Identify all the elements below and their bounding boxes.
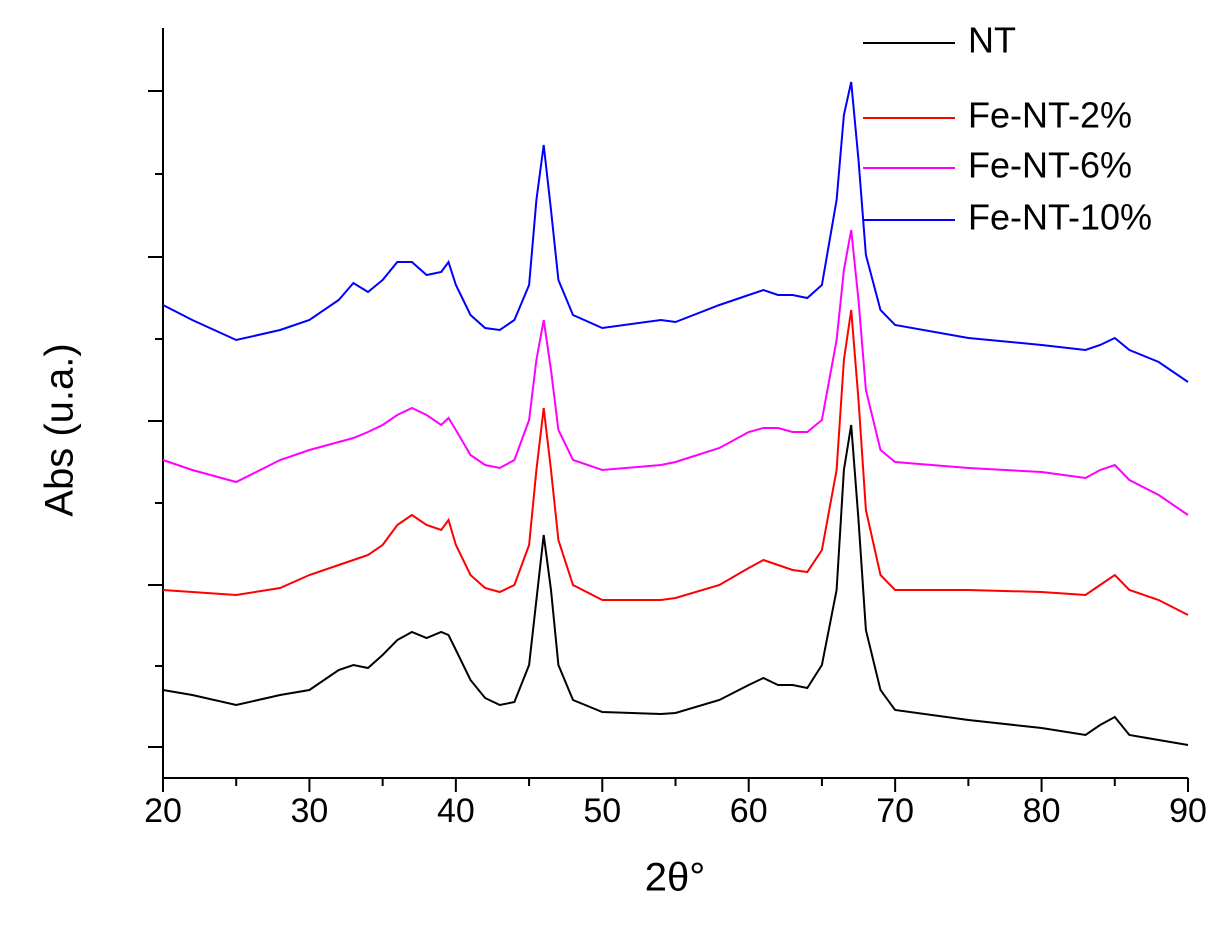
x-tick-label: 80 <box>1023 792 1061 830</box>
data-line <box>162 309 1189 616</box>
data-line <box>162 81 1189 383</box>
y-axis-title: Abs (u.a.) <box>38 343 82 516</box>
legend-label: Fe-NT-2% <box>968 95 1132 136</box>
x-tick-label: 50 <box>583 792 621 830</box>
legend-label: Fe-NT-6% <box>968 145 1132 186</box>
legend-label: NT <box>968 20 1016 61</box>
x-tick-label: 70 <box>876 792 914 830</box>
data-line <box>162 229 1189 516</box>
x-tick-label: 90 <box>1169 792 1207 830</box>
x-tick-label: 60 <box>730 792 768 830</box>
legend-label: Fe-NT-10% <box>968 197 1152 238</box>
x-tick-label: 20 <box>144 792 182 830</box>
x-axis-title: 2θ° <box>645 856 706 900</box>
x-tick-label: 40 <box>437 792 475 830</box>
x-tick-label: 30 <box>291 792 329 830</box>
data-line <box>162 424 1189 746</box>
